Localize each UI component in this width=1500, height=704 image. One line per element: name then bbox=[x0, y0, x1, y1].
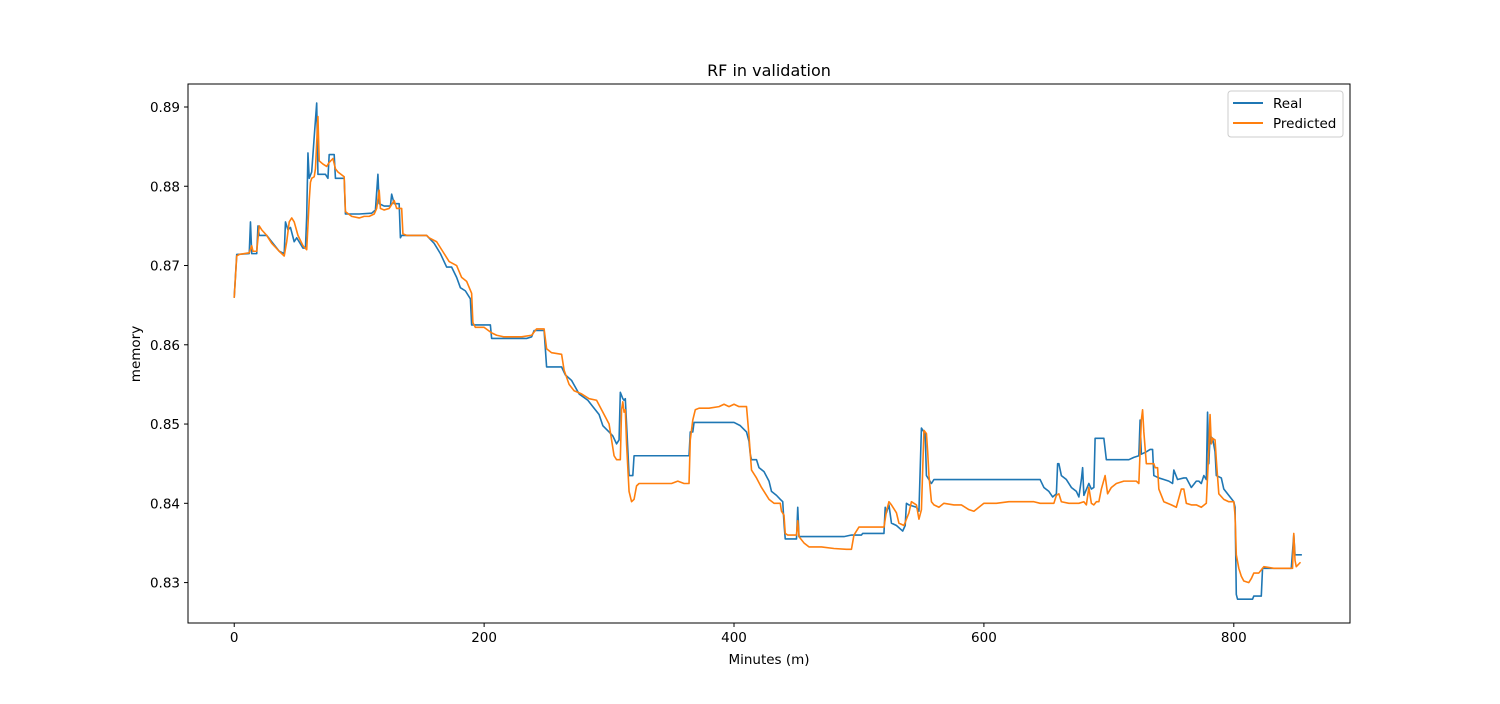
x-tick-label: 600 bbox=[971, 630, 997, 646]
legend: Real Predicted bbox=[1227, 90, 1344, 138]
plot-area bbox=[187, 83, 1351, 624]
y-axis-label: memory bbox=[128, 326, 144, 382]
y-tick-label: 0.83 bbox=[150, 576, 180, 592]
y-tick-label: 0.87 bbox=[150, 259, 180, 275]
x-axis: 0 200 400 600 800 bbox=[230, 623, 1247, 646]
x-tick-label: 800 bbox=[1221, 630, 1247, 646]
chart-title: RF in validation bbox=[707, 61, 831, 80]
series-layer bbox=[233, 102, 1303, 601]
legend-label-real: Real bbox=[1273, 96, 1302, 112]
plot-frame bbox=[187, 83, 1351, 624]
x-tick-label: 400 bbox=[721, 630, 747, 646]
series-line-real bbox=[233, 102, 1303, 601]
y-tick-label: 0.85 bbox=[150, 417, 180, 433]
y-tick-label: 0.89 bbox=[150, 100, 180, 116]
x-tick-label: 0 bbox=[230, 630, 239, 646]
y-tick-label: 0.88 bbox=[150, 179, 180, 195]
series-line-predicted bbox=[233, 115, 1301, 584]
y-tick-label: 0.84 bbox=[150, 496, 180, 512]
x-axis-label: Minutes (m) bbox=[728, 652, 809, 668]
y-tick-label: 0.86 bbox=[150, 338, 180, 354]
x-tick-label: 200 bbox=[471, 630, 497, 646]
y-axis: 0.83 0.84 0.85 0.86 0.87 0.88 0.89 bbox=[150, 100, 188, 592]
legend-label-predicted: Predicted bbox=[1273, 116, 1336, 132]
